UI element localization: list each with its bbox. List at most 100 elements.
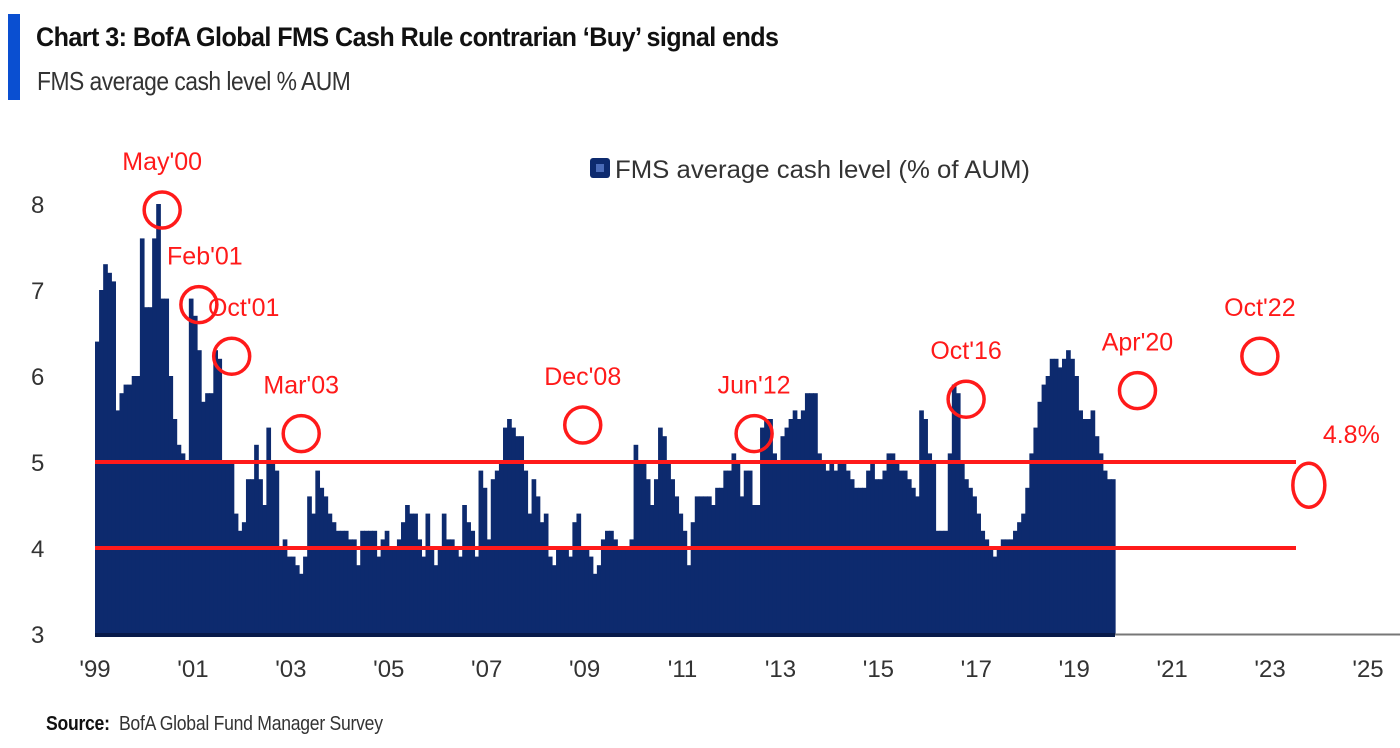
bar [764,419,769,634]
bar [731,453,737,634]
bar [1110,479,1116,634]
bar [266,427,272,634]
bar [1033,427,1039,634]
bar [813,393,818,634]
x-axis-ticks: '99 '01 '03 '05 '07 '09 '11 '13 '15 '17 '19 '21 '23 '… [79,656,1383,683]
bar [527,513,533,634]
bar [1021,513,1026,634]
bar [515,436,520,634]
bar [1053,358,1059,634]
bar [976,513,981,634]
bar [233,513,239,634]
bar [780,436,786,634]
bar [1000,539,1006,634]
bar [278,548,284,634]
bar [1037,401,1043,634]
bar [955,393,961,634]
bar [201,401,206,634]
bar [127,384,133,634]
bar [445,539,451,634]
bar [951,384,957,634]
y-tick-label: 7 [31,278,44,305]
bar [503,427,508,634]
bar [857,487,863,634]
bar [882,470,888,634]
bar [792,410,798,634]
bar [335,530,341,634]
bar [311,513,316,634]
bar [617,548,622,634]
bar [621,548,627,634]
bar [645,479,651,634]
bar [698,496,704,634]
bar [1013,530,1018,634]
bar [898,470,904,634]
bar [507,419,512,634]
annotation-label: Mar'03 [263,372,339,400]
bar [600,539,606,634]
bar [911,487,916,634]
bar [760,427,765,634]
bar [535,496,541,634]
bar [413,513,418,634]
bar [539,522,545,634]
bar [694,496,700,634]
bar [984,539,990,634]
y-tick-label: 8 [31,192,44,219]
bar [723,470,729,634]
chart-subtitle: FMS average cash level % AUM [37,66,351,96]
bar [327,513,333,634]
bar [560,548,565,634]
bar [862,487,867,634]
x-tick-label: '19 [1059,656,1090,683]
annotation-circle [946,379,986,419]
bar [935,530,941,634]
bar [364,530,369,634]
bar [307,496,312,634]
bar [947,453,953,634]
bar [1102,470,1108,634]
bar [878,479,884,634]
bar [482,487,488,634]
bar [906,479,912,634]
bar [649,505,655,634]
bar [572,522,578,634]
bar [866,470,871,634]
y-tick-label: 5 [31,450,44,477]
bar [902,470,908,634]
bar [449,539,455,634]
bar [409,513,414,634]
bar [658,427,663,634]
bar [845,470,851,634]
bar [368,530,374,634]
bar [592,573,598,634]
bar [690,522,696,634]
bar [343,530,349,634]
bar [152,238,157,634]
bar [972,496,977,634]
bar [711,505,716,634]
annotation-label: Oct'16 [930,337,1001,365]
bar [886,453,892,634]
bar [719,487,724,634]
bar [662,436,667,634]
bar [768,419,773,634]
bar [1004,539,1010,634]
bar [143,307,149,634]
bar [678,513,684,634]
bar [303,556,308,634]
bar [556,548,561,634]
bar [825,470,831,634]
bar [743,470,749,634]
bar [543,513,549,634]
bar [401,522,406,634]
x-tick-label: '09 [569,656,600,683]
bar [352,539,357,634]
bar [923,419,928,634]
bar [804,393,810,634]
bar [156,204,161,634]
bar [1106,479,1112,634]
bar [470,530,476,634]
bar [474,556,480,634]
bar [1066,350,1071,634]
